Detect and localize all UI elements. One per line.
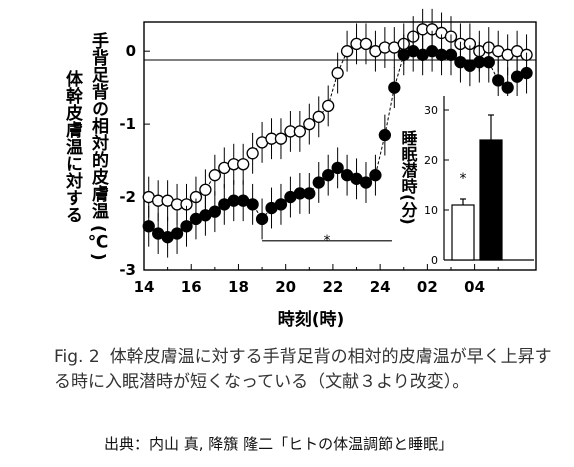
y-tick-label: -3 [119,261,136,279]
data-point-filled [322,169,335,182]
data-point-filled [482,55,495,69]
x-tick-label: 02 [417,278,438,296]
y-tick-label: -2 [119,188,136,206]
x-ticks: 14 16 18 20 22 24 02 04 [134,264,499,296]
data-point-filled [274,198,288,211]
inset-y-tick-label: 10 [424,204,438,217]
y-axis-label-line1: 体幹皮膚温に対する [62,69,84,223]
data-point-open [331,66,344,80]
data-point-open [322,99,335,113]
data-point-filled [331,161,344,175]
data-point-filled [520,66,533,80]
x-axis-label: 時刻(時) [278,309,345,330]
x-tick-label: 04 [464,278,485,296]
source-credit: 出典：内山 真, 降籏 隆二「ヒトの体温調節と睡眠」 [104,435,454,453]
data-point-filled [492,74,505,87]
data-point-open [246,147,259,160]
data-point-filled [303,187,316,200]
inset-bar [451,204,475,261]
x-tick-label: 14 [134,278,155,296]
data-point-filled [501,81,514,94]
inset-bar [479,139,503,261]
data-point-filled [142,220,155,233]
significance-marker: * [262,233,392,249]
data-point-filled [369,169,382,182]
data-point-filled [170,227,184,240]
x-tick-label: 20 [275,278,296,296]
inset-bars: * [451,114,503,261]
inset-y-axis-label: 睡眠潜時(分) [399,129,418,225]
data-point-filled [208,205,221,218]
x-tick-label: 24 [370,278,391,296]
y-axis-label-line2: 手背足背の相対的皮膚温 (℃) [88,31,110,261]
data-point-filled [255,212,269,226]
inset-y-tick-label: 30 [424,104,438,117]
caption-text: 体幹皮膚温に対する手背足背の相対的皮膚温が早く上昇する時に入眠潜時が短くなってい… [54,347,552,392]
data-point-open [340,45,354,58]
data-point-filled [312,176,325,189]
data-point-filled [388,81,401,94]
inset-significance-label: * [460,171,467,187]
figure-number: Fig. 2 [54,347,100,367]
y-tick-label: -1 [119,115,136,133]
y-tick-label: 0 [126,42,136,60]
data-point-filled [180,220,193,233]
data-point-open [312,110,325,123]
x-tick-label: 22 [322,278,343,296]
y-ticks: 0 -1 -2 -3 [119,42,150,279]
series-layer [142,8,533,258]
data-point-open [303,117,316,131]
significance-label: * [324,233,331,249]
inset-y-tick-label: 0 [431,254,438,267]
x-tick-label: 16 [181,278,202,296]
data-point-open [274,132,288,145]
inset-bar-chart: 0 10 20 30 * 睡眠潜時(分) [399,96,534,267]
data-point-filled [359,176,373,189]
data-point-open [208,169,221,182]
data-point-filled [246,198,259,211]
data-point-open [237,158,250,171]
data-point-open [293,125,307,138]
figure-caption: Fig. 2 体幹皮膚温に対する手背足背の相対的皮膚温が早く上昇する時に入眠潜時が… [54,345,559,395]
data-point-open [199,183,212,196]
x-tick-label: 18 [228,278,249,296]
data-point-open [359,37,373,51]
figure-canvas: 体幹皮膚温に対する 手背足背の相対的皮膚温 (℃) 0 -1 -2 -3 14 16 18… [62,8,537,330]
inset-y-ticks: 0 10 20 30 [424,104,449,267]
data-point-filled [378,128,392,142]
plot-frame [143,21,537,271]
inset-y-tick-label: 20 [424,154,438,167]
data-point-filled [444,48,458,61]
